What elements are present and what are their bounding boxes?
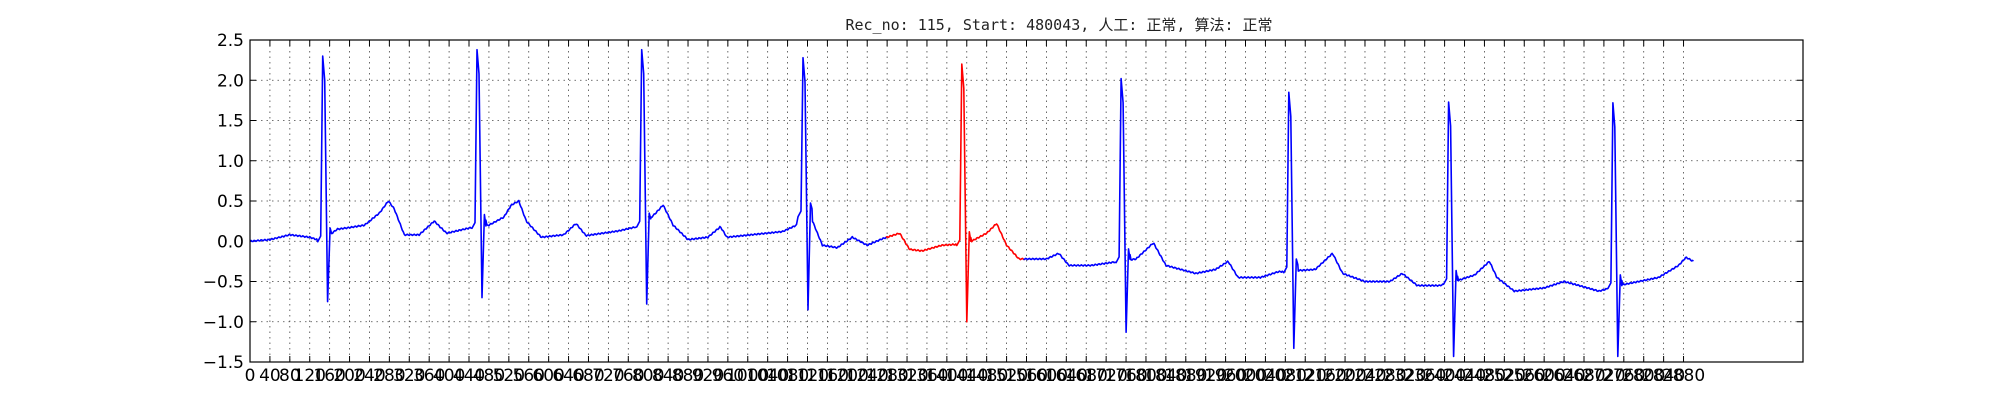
y-tick-label: 2.5	[217, 31, 244, 51]
x-tick-label: 1920	[1184, 366, 1227, 386]
x-tick-label: 1680	[1065, 366, 1108, 386]
x-tick-label: 40	[259, 366, 281, 386]
x-tick-label: 2520	[1483, 366, 1526, 386]
x-tick-label: 2640	[1542, 366, 1585, 386]
x-tick-label: 1520	[985, 366, 1028, 386]
x-tick-label: 2400	[1423, 366, 1466, 386]
x-tick-label: 2800	[1622, 366, 1665, 386]
x-tick-label: 440	[453, 366, 485, 386]
x-tick-label: 2760	[1602, 366, 1645, 386]
x-tick-label: 280	[373, 366, 405, 386]
ecg-signal	[249, 48, 1694, 358]
x-tick-label: 1000	[726, 366, 769, 386]
x-tick-label: 1200	[826, 366, 869, 386]
y-tick-label: −1.0	[203, 313, 244, 333]
x-tick-label: 1800	[1124, 366, 1167, 386]
x-tick-label: 200	[333, 366, 365, 386]
x-tick-label: 1080	[766, 366, 809, 386]
x-tick-label: 1240	[846, 366, 889, 386]
y-tick-label: 1.5	[217, 112, 244, 132]
x-tick-label: 2080	[1264, 366, 1307, 386]
x-tick-label: 480	[473, 366, 505, 386]
y-tick-label: 0.5	[217, 192, 244, 212]
ecg-line-segment	[249, 48, 888, 311]
x-tick-label: 2320	[1383, 366, 1426, 386]
x-tick-label: 1320	[885, 366, 928, 386]
x-tick-label: 920	[692, 366, 724, 386]
x-tick-label: 1640	[1045, 366, 1088, 386]
x-tick-label: 2680	[1562, 366, 1605, 386]
x-tick-label: 1600	[1025, 366, 1068, 386]
x-tick-label: 2480	[1463, 366, 1506, 386]
x-tick-label: 1960	[1204, 366, 1247, 386]
x-tick-label: 2440	[1443, 366, 1486, 386]
x-tick-label: 80	[279, 366, 301, 386]
x-tick-label: 1040	[746, 366, 789, 386]
x-tick-label: 1120	[786, 366, 829, 386]
x-tick-label: 640	[552, 366, 584, 386]
x-tick-label: 2560	[1503, 366, 1546, 386]
x-tick-label: 520	[493, 366, 525, 386]
x-tick-label: 680	[572, 366, 604, 386]
x-tick-label: 2000	[1224, 366, 1267, 386]
y-tick-label: 2.0	[217, 71, 244, 91]
x-tick-label: 1840	[1144, 366, 1187, 386]
x-tick-label: 720	[592, 366, 624, 386]
y-tick-label: 1.0	[217, 152, 244, 172]
x-tick-label: 240	[353, 366, 385, 386]
x-tick-label: 1160	[806, 366, 849, 386]
x-tick-label: 1280	[865, 366, 908, 386]
x-tick-label: 2200	[1323, 366, 1366, 386]
x-tick-label: 360	[413, 366, 445, 386]
x-tick-label: 2040	[1244, 366, 1287, 386]
x-tick-label: 2120	[1284, 366, 1327, 386]
x-tick-label: 2160	[1304, 366, 1347, 386]
x-tick-label: 120	[294, 366, 326, 386]
x-tick-label: 880	[672, 366, 704, 386]
x-tick-label: 840	[652, 366, 684, 386]
x-tick-label: 1760	[1104, 366, 1147, 386]
grid-lines	[249, 39, 1803, 363]
x-tick-label: 1720	[1085, 366, 1128, 386]
x-tick-label: 400	[433, 366, 465, 386]
y-tick-label: −0.5	[203, 273, 244, 293]
y-tick-label: −1.5	[203, 353, 244, 373]
x-tick-label: 320	[393, 366, 425, 386]
x-tick-label: 1560	[1005, 366, 1048, 386]
x-tick-label: 800	[632, 366, 664, 386]
x-tick-label: 2840	[1642, 366, 1685, 386]
x-tick-label: 2720	[1582, 366, 1625, 386]
x-tick-label: 960	[712, 366, 744, 386]
x-tick-label: 1360	[905, 366, 948, 386]
x-tick-label: 1880	[1164, 366, 1207, 386]
x-axis-ticks: 0 408012016020024028032036040044048052056…	[245, 40, 1705, 386]
x-tick-label: 160	[313, 366, 345, 386]
x-tick-label: 0	[245, 366, 256, 386]
x-tick-label: 2240	[1343, 366, 1386, 386]
chart-title: Rec_no: 115, Start: 480043, 人工: 正常, 算法: …	[845, 16, 1272, 34]
y-tick-label: 0.0	[217, 232, 244, 252]
x-tick-label: 560	[513, 366, 545, 386]
x-tick-label: 2280	[1363, 366, 1406, 386]
x-tick-label: 1400	[925, 366, 968, 386]
x-tick-label: 2360	[1403, 366, 1446, 386]
ecg-line-segment	[1023, 77, 1694, 358]
x-tick-label: 760	[612, 366, 644, 386]
x-tick-label: 2600	[1523, 366, 1566, 386]
plot-frame	[249, 39, 1804, 363]
x-tick-label: 2880	[1662, 366, 1705, 386]
x-tick-label: 1440	[945, 366, 988, 386]
y-axis-ticks: 2.5 2.0 1.5 1.0 0.5 0.0 −0.5 −1.0 −1.5	[203, 31, 1803, 373]
ecg-highlight-segment	[885, 63, 1025, 323]
x-tick-label: 600	[532, 366, 564, 386]
x-tick-label: 1480	[965, 366, 1008, 386]
